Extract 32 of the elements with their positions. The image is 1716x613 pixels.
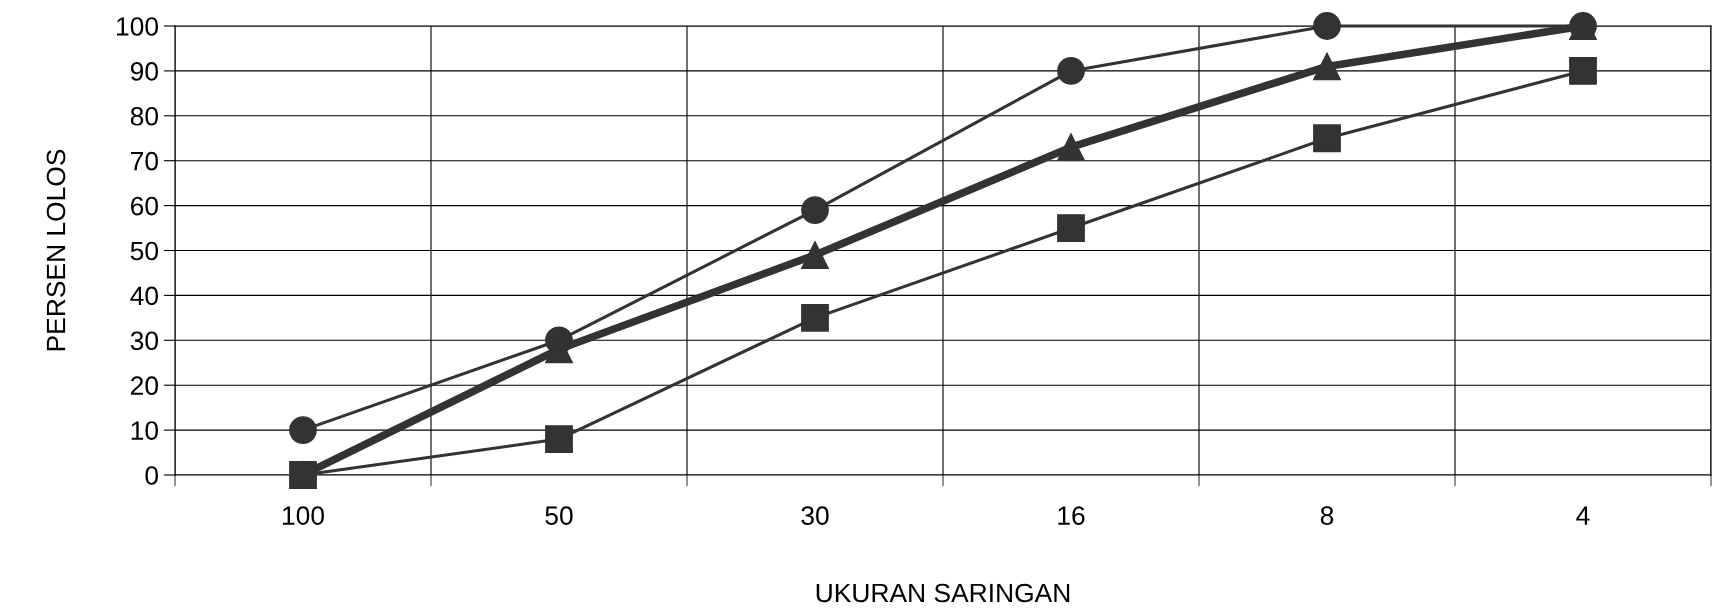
x-axis-title: UKURAN SARINGAN: [816, 583, 1070, 603]
point: [1313, 52, 1341, 81]
y-tick-label: 90: [130, 62, 158, 81]
y-tick-label: 80: [130, 106, 158, 126]
point: [1057, 133, 1085, 162]
y-axis-title: PERSEN LOLOS: [46, 149, 66, 351]
x-tick-label: 100: [283, 506, 324, 525]
point: [1313, 124, 1341, 153]
y-tick-label: 50: [130, 241, 158, 261]
point: [1569, 57, 1597, 85]
y-tick-label: 70: [131, 151, 158, 171]
y-tick-label: 10: [131, 421, 158, 440]
x-tick-label: 16: [1058, 506, 1085, 525]
x-tick-label: 4: [1576, 506, 1590, 525]
y-tick-label: 60: [131, 196, 158, 216]
y-tick-label: 30: [130, 331, 158, 351]
y-tick-label: 0: [145, 466, 158, 485]
y-tick-label: 40: [130, 286, 158, 306]
y-tick-label: 20: [131, 376, 158, 396]
point: [545, 425, 573, 453]
point: [1313, 12, 1341, 40]
x-tick-label: 30: [801, 506, 829, 525]
point: [289, 461, 317, 489]
point: [801, 196, 829, 224]
point: [1057, 57, 1085, 85]
point: [801, 303, 829, 332]
y-tick-label: 100: [117, 17, 158, 36]
x-tick-label: 50: [545, 506, 573, 525]
x-tick-label: 8: [1320, 506, 1334, 525]
point: [1057, 214, 1085, 242]
point: [801, 241, 829, 269]
point: [289, 416, 317, 444]
